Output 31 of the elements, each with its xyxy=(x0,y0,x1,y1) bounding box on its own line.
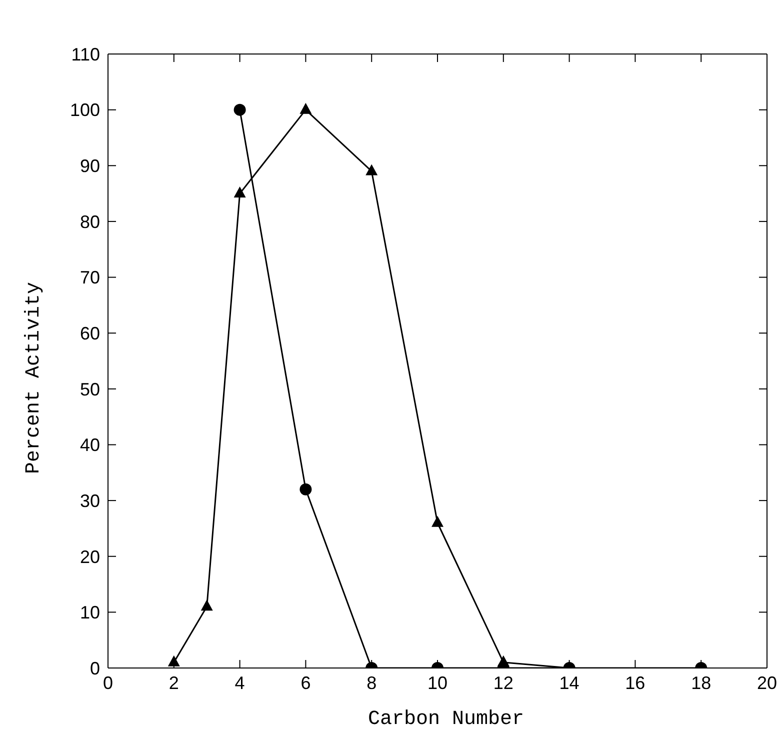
point xyxy=(300,102,312,114)
point xyxy=(200,600,213,611)
y-tick-label: 90 xyxy=(80,156,100,176)
x-tick-label: 12 xyxy=(493,672,514,693)
point xyxy=(234,104,246,116)
y-tick-label: 80 xyxy=(80,212,100,232)
y-tick-label: 10 xyxy=(80,602,100,623)
y-tick-label: 40 xyxy=(80,435,100,456)
x-tick-label: 4 xyxy=(234,672,245,693)
x-tick-label: 6 xyxy=(300,672,311,693)
y-tick-label: 50 xyxy=(80,379,100,400)
point xyxy=(234,186,246,198)
x-tick-label: 14 xyxy=(559,672,580,693)
x-tick-label: 20 xyxy=(756,672,778,693)
y-tick-label: 60 xyxy=(80,323,100,344)
x-tick-label: 16 xyxy=(625,672,646,693)
y-axis-title: Percent Activity xyxy=(22,282,46,474)
x-tick-label: 2 xyxy=(168,672,179,693)
point xyxy=(432,516,444,527)
x-tick-label: 8 xyxy=(366,672,377,693)
y-tick-label: 110 xyxy=(71,44,100,64)
y-tick-label: 100 xyxy=(70,100,100,120)
x-tick-label: 0 xyxy=(102,672,114,693)
y-tick-label: 70 xyxy=(80,268,100,288)
y-tick-label: 0 xyxy=(90,658,100,678)
x-tick-label: 10 xyxy=(427,672,448,693)
y-tick-label: 20 xyxy=(80,546,100,567)
y-tick-label: 30 xyxy=(80,490,100,511)
x-tick-label: 18 xyxy=(691,672,712,693)
x-axis-title: Carbon Number xyxy=(366,708,526,731)
point xyxy=(366,164,378,176)
